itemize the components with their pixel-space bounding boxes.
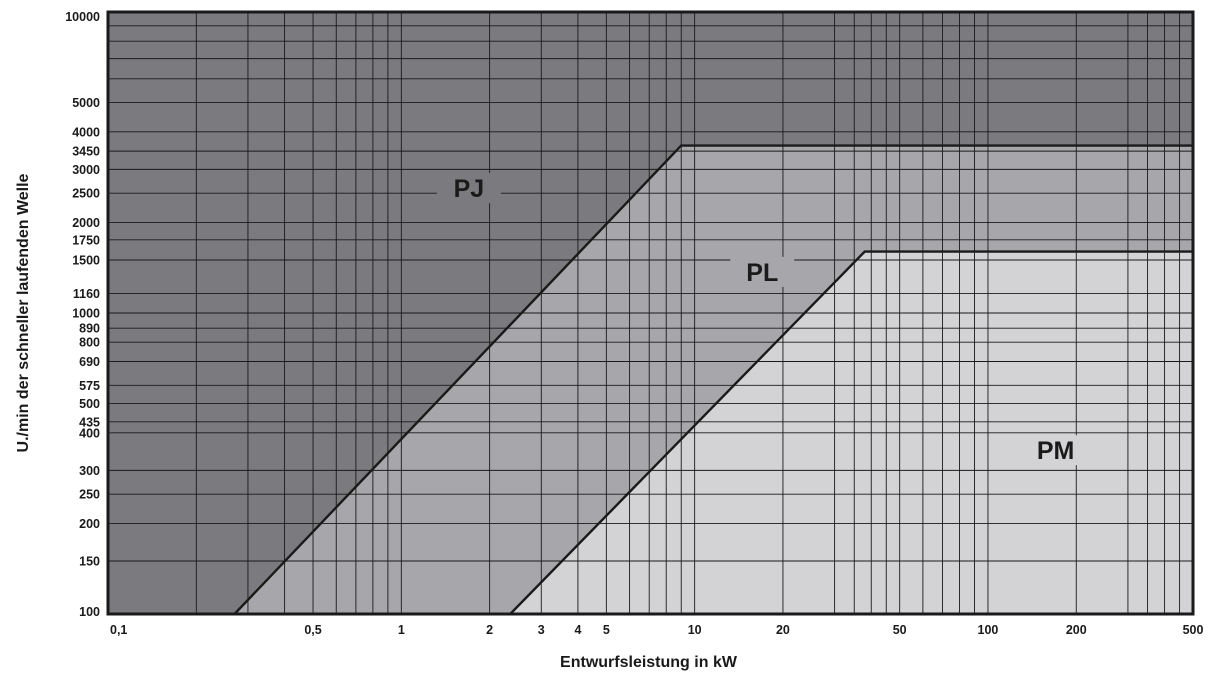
y-axis-ticks: 1001502002503004004355005756908008901000…	[65, 10, 100, 619]
y-tick-label: 690	[79, 355, 100, 369]
x-tick-label: 0,1	[110, 623, 127, 637]
y-tick-label: 435	[79, 415, 100, 429]
y-tick-label: 2000	[72, 216, 100, 230]
y-tick-label: 890	[79, 322, 100, 336]
x-tick-label: 3	[538, 623, 545, 637]
x-tick-label: 10	[688, 623, 702, 637]
x-axis-title: Entwurfsleistung in kW	[560, 654, 738, 671]
region-label-pm: PM	[1037, 437, 1075, 465]
y-tick-label: 800	[79, 336, 100, 350]
y-tick-label: 1750	[72, 233, 100, 247]
region-label-pj: PJ	[454, 175, 485, 203]
y-tick-label: 575	[79, 379, 100, 393]
y-tick-label: 200	[79, 517, 100, 531]
y-tick-label: 3450	[72, 145, 100, 159]
boundary-lines	[233, 144, 1193, 615]
y-tick-label: 3000	[72, 163, 100, 177]
y-tick-label: 4000	[72, 125, 100, 139]
x-tick-label: 5	[603, 623, 610, 637]
x-tick-label: 50	[893, 623, 907, 637]
x-tick-label: 100	[978, 623, 999, 637]
y-tick-label: 5000	[72, 96, 100, 110]
region-label-bg	[436, 173, 501, 204]
region-label-bg	[730, 256, 795, 287]
x-tick-label: 4	[574, 623, 581, 637]
region-label-pl: PL	[746, 259, 778, 287]
y-tick-label: 150	[79, 554, 100, 568]
x-tick-label: 2	[486, 623, 493, 637]
x-axis-ticks: 0,1 0,5 1 2 3 4 5 10 20 50 100 200 500	[110, 623, 1203, 637]
x-tick-label: 200	[1066, 623, 1087, 637]
y-tick-label: 1000	[72, 307, 100, 321]
x-tick-label: 500	[1183, 623, 1204, 637]
region-labels: PJ PL PM	[436, 173, 1088, 466]
y-tick-label: 1500	[72, 253, 100, 267]
y-tick-label: 300	[79, 464, 100, 478]
boundary-line	[509, 250, 1193, 615]
y-tick-label: 400	[79, 426, 100, 440]
grid-lines	[108, 12, 1193, 614]
region-label-bg	[1023, 435, 1088, 466]
y-tick-label: 2500	[72, 187, 100, 201]
y-tick-label: 10000	[65, 10, 100, 24]
y-axis-title: U./min der schneller laufenden Welle	[15, 173, 32, 452]
x-tick-label: 20	[776, 623, 790, 637]
x-tick-label: 1	[398, 623, 405, 637]
y-tick-label: 1160	[73, 287, 100, 301]
y-tick-label: 250	[79, 488, 100, 502]
boundary-line	[233, 144, 1193, 615]
x-tick-label: 0,5	[304, 623, 321, 637]
y-tick-label: 500	[79, 397, 100, 411]
y-tick-label: 100	[79, 605, 100, 619]
plot-frame	[106, 10, 1195, 616]
